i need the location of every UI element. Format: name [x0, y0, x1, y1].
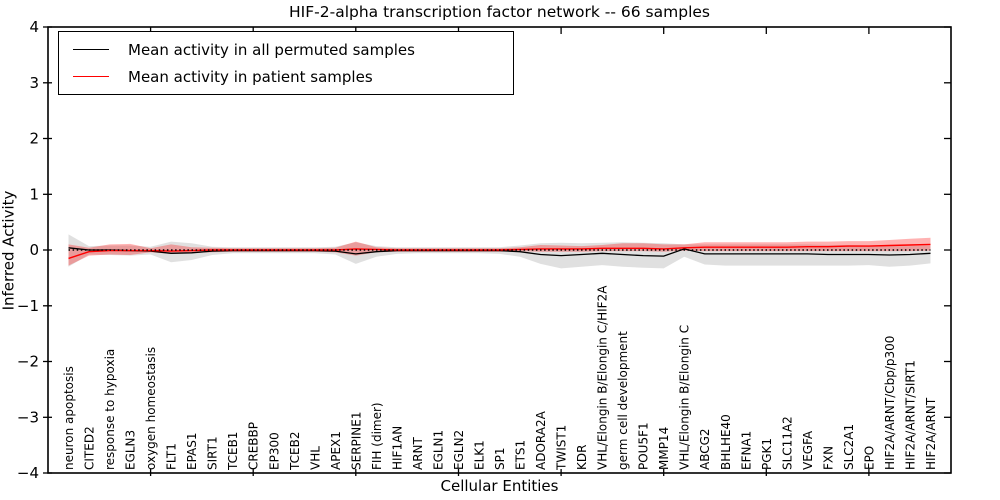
x-category-label: ETS1 — [514, 440, 528, 470]
x-axis-label: Cellular Entities — [440, 477, 559, 495]
y-tick-label: −1 — [17, 297, 39, 315]
x-category-label: TCEB2 — [288, 432, 302, 471]
patient-std-band — [68, 237, 931, 266]
y-tick-label: 1 — [29, 186, 39, 204]
x-category-label: MMP14 — [657, 427, 671, 470]
x-category-label: CITED2 — [83, 426, 97, 470]
x-category-label: CREBBP — [247, 422, 261, 470]
x-category-label: EPO — [862, 446, 876, 470]
x-category-label: PGK1 — [760, 438, 774, 470]
x-category-label: EGLN1 — [431, 430, 445, 470]
y-tick-label: 2 — [29, 130, 39, 148]
x-category-label: TWIST1 — [555, 425, 569, 471]
x-category-label: FXN — [821, 446, 835, 470]
y-tick-label: −4 — [17, 464, 39, 482]
patient-line-sample — [73, 76, 109, 77]
x-category-label: FLT1 — [165, 443, 179, 470]
x-category-label: HIF2A/ARNT — [924, 397, 938, 470]
permuted-line-sample — [73, 49, 109, 50]
x-category-label: FIH (dimer) — [370, 402, 384, 470]
permuted-std-band — [68, 234, 931, 269]
plot-border — [47, 26, 952, 474]
y-tick-label: 3 — [29, 74, 39, 92]
y-tick-label: −3 — [17, 409, 39, 427]
x-category-label: SERPINE1 — [349, 411, 363, 470]
x-category-label: ABCG2 — [698, 428, 712, 470]
x-category-label: EGLN3 — [124, 430, 138, 470]
x-category-label: SIRT1 — [206, 436, 220, 470]
x-category-label: EPAS1 — [185, 432, 199, 470]
legend-box: Mean activity in all permuted samples Me… — [58, 31, 514, 95]
x-category-label: EP300 — [267, 432, 281, 470]
x-category-label: HIF2A/ARNT/Cbp/p300 — [883, 336, 897, 470]
x-category-label: KDR — [575, 445, 589, 470]
y-tick-label: −2 — [17, 353, 39, 371]
x-category-label: neuron apoptosis — [62, 366, 76, 470]
legend-label-patient: Mean activity in patient samples — [128, 67, 373, 86]
y-tick-label: 4 — [29, 18, 39, 36]
x-category-label: VHL — [308, 446, 322, 470]
x-category-label: SLC2A1 — [842, 424, 856, 470]
x-category-label: APEX1 — [329, 431, 343, 470]
x-category-label: EGLN2 — [452, 430, 466, 470]
x-category-label: response to hypoxia — [103, 349, 117, 470]
x-category-label: POU5F1 — [637, 422, 651, 470]
x-category-label: VHL/Elongin B/Elongin C/HIF2A — [596, 285, 610, 470]
x-category-label: ELK1 — [473, 440, 487, 470]
x-category-label: VEGFA — [801, 430, 815, 470]
x-category-label: HIF1AN — [390, 426, 404, 470]
x-category-label: ADORA2A — [534, 410, 548, 470]
x-category-label: HIF2A/ARNT/SIRT1 — [904, 360, 918, 470]
x-category-label: EFNA1 — [739, 431, 753, 470]
y-axis-label: Inferred Activity — [0, 190, 18, 311]
x-category-label: oxygen homeostasis — [144, 347, 158, 470]
legend-entry-permuted: Mean activity in all permuted samples — [73, 40, 513, 60]
x-category-label: VHL/Elongin B/Elongin C — [678, 325, 692, 470]
chart-title: HIF-2-alpha transcription factor network… — [289, 3, 710, 21]
legend-label-permuted: Mean activity in all permuted samples — [128, 40, 415, 59]
y-tick-label: 0 — [29, 241, 39, 259]
x-category-label: BHLHE40 — [719, 414, 733, 470]
x-category-label: germ cell development — [616, 331, 630, 470]
x-category-label: ARNT — [411, 436, 425, 470]
legend-entry-patient: Mean activity in patient samples — [73, 67, 513, 87]
x-category-label: SLC11A2 — [780, 416, 794, 470]
x-category-label: SP1 — [493, 448, 507, 471]
x-category-label: TCEB1 — [226, 432, 240, 471]
